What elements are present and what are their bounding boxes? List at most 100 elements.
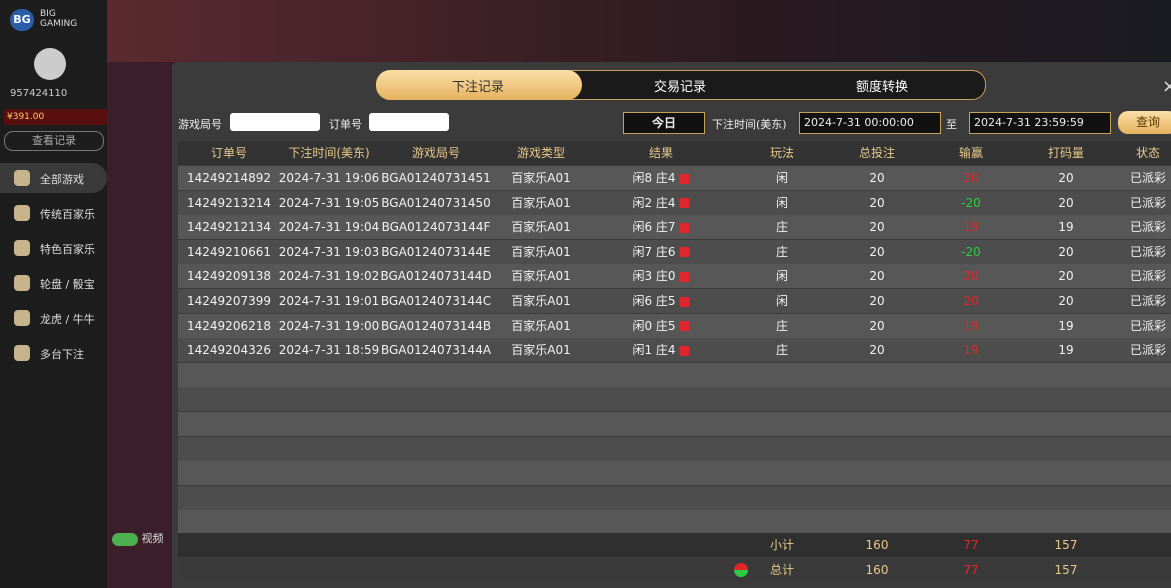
cell: 20	[963, 269, 979, 284]
cell: 已派彩	[1129, 195, 1167, 210]
cell: 20	[1058, 269, 1074, 284]
tab[interactable]: 交易记录	[653, 80, 707, 95]
summary-bet: 160	[865, 563, 889, 577]
cell: 19	[963, 343, 979, 358]
summary-turnover: 157	[1054, 563, 1078, 577]
cell: 闲1 庄4	[632, 338, 690, 362]
replay-icon[interactable]	[679, 247, 690, 258]
menu-label: 多台下注	[40, 348, 84, 361]
cell: 19	[1058, 343, 1074, 358]
cell: 闲6 庄7	[632, 215, 690, 239]
cell: 已派彩	[1129, 294, 1167, 308]
end-select[interactable]: 2024-7-31 23:59:59	[969, 112, 1111, 134]
summary-label: 小计	[769, 538, 795, 552]
cell: BGA01240731450	[381, 195, 491, 210]
column-header: 输赢	[958, 146, 984, 160]
cell: 20	[869, 220, 885, 235]
cell: 闲3 庄0	[632, 264, 690, 288]
table-row	[178, 510, 1171, 535]
cell: 2024-7-31 19:01	[278, 294, 380, 308]
cell: 百家乐A01	[511, 318, 571, 333]
column-header: 下注时间(美东)	[288, 146, 370, 160]
summary-label: 总计	[769, 563, 795, 577]
menu-icon	[14, 345, 30, 361]
cell: BGA0124073144D	[380, 269, 492, 284]
tab[interactable]: 下注记录	[451, 80, 505, 95]
cell: 20	[963, 171, 979, 185]
label: 至	[946, 118, 957, 131]
cell: 百家乐A01	[511, 171, 571, 185]
menu-icon	[14, 240, 30, 256]
sidebar: BG BIG GAMING 957424110 ¥391.00 查看记录 视频 全…	[0, 0, 164, 588]
table-row	[178, 289, 1171, 313]
balance: ¥391.00	[4, 109, 107, 125]
cell: 百家乐A01	[511, 220, 571, 235]
column-header: 状态	[1135, 146, 1161, 160]
brand-line: GAMING	[40, 19, 78, 29]
table-row	[178, 166, 1171, 190]
video-toggle[interactable]: 视频	[112, 530, 172, 546]
refresh-icon[interactable]	[734, 563, 748, 577]
cell: 14249207399	[187, 294, 271, 308]
cell: -20	[961, 195, 981, 210]
summary-turnover: 157	[1054, 538, 1078, 552]
column-header: 打码量	[1047, 146, 1085, 160]
input[interactable]	[230, 113, 320, 131]
cell: 20	[963, 294, 979, 308]
input[interactable]	[369, 113, 449, 131]
cell: 百家乐A01	[511, 343, 571, 358]
replay-icon[interactable]	[679, 173, 690, 184]
menu-label: 龙虎 / 牛牛	[40, 313, 95, 326]
cell: BGA0124073144E	[381, 244, 491, 259]
replay-icon[interactable]	[679, 345, 690, 356]
table-row	[178, 436, 1171, 461]
close[interactable]: ×	[1162, 76, 1171, 97]
tab[interactable]: 额度转换	[855, 80, 909, 95]
table-row	[178, 239, 1171, 264]
cell: 已派彩	[1129, 220, 1167, 235]
replay-icon[interactable]	[679, 296, 690, 307]
cell: BGA0124073144B	[380, 318, 492, 333]
table-row	[178, 338, 1171, 363]
cell: 闲	[775, 294, 789, 308]
cell: 百家乐A01	[511, 244, 571, 259]
replay-icon[interactable]	[679, 321, 690, 332]
cell: 闲	[775, 269, 789, 284]
cell: 20	[869, 244, 885, 259]
label: 订单号	[329, 118, 362, 131]
cell: 20	[1058, 195, 1074, 210]
cell: 20	[869, 318, 885, 333]
cell: 闲	[775, 171, 789, 185]
brand-line: BIG	[40, 9, 56, 19]
cell: 19	[963, 318, 979, 333]
column-header: 游戏局号	[411, 146, 461, 160]
table-row	[178, 313, 1171, 338]
cell: 2024-7-31 19:05	[278, 195, 380, 210]
replay-icon[interactable]	[679, 271, 690, 282]
avatar	[34, 48, 66, 80]
period-select[interactable]: 今日	[623, 112, 705, 134]
table-row	[178, 461, 1171, 486]
logo: BG	[10, 9, 34, 31]
table-row	[178, 362, 1171, 387]
cell: 14249213214	[187, 195, 271, 210]
replay-icon[interactable]	[679, 198, 690, 209]
table-row	[178, 264, 1171, 289]
cell: 2024-7-31 19:06	[278, 171, 380, 185]
cell: 14249209138	[187, 269, 271, 284]
cell: 2024-7-31 19:02	[278, 269, 380, 284]
replay-icon[interactable]	[679, 222, 690, 233]
records-button[interactable]: 查看记录	[4, 131, 104, 151]
cell: 19	[963, 220, 979, 235]
tab-active-bg	[376, 70, 582, 100]
table-header	[178, 141, 1171, 165]
start-select[interactable]: 2024-7-31 00:00:00	[799, 112, 941, 134]
cell: 庄	[775, 220, 789, 235]
cell: 2024-7-31 19:00	[278, 318, 380, 333]
game-background	[107, 0, 1171, 62]
summary-winloss: 77	[963, 563, 979, 577]
query-button[interactable]: 查询	[1118, 111, 1171, 134]
summary-row	[178, 533, 1171, 557]
cell: 14249214892	[187, 171, 271, 185]
